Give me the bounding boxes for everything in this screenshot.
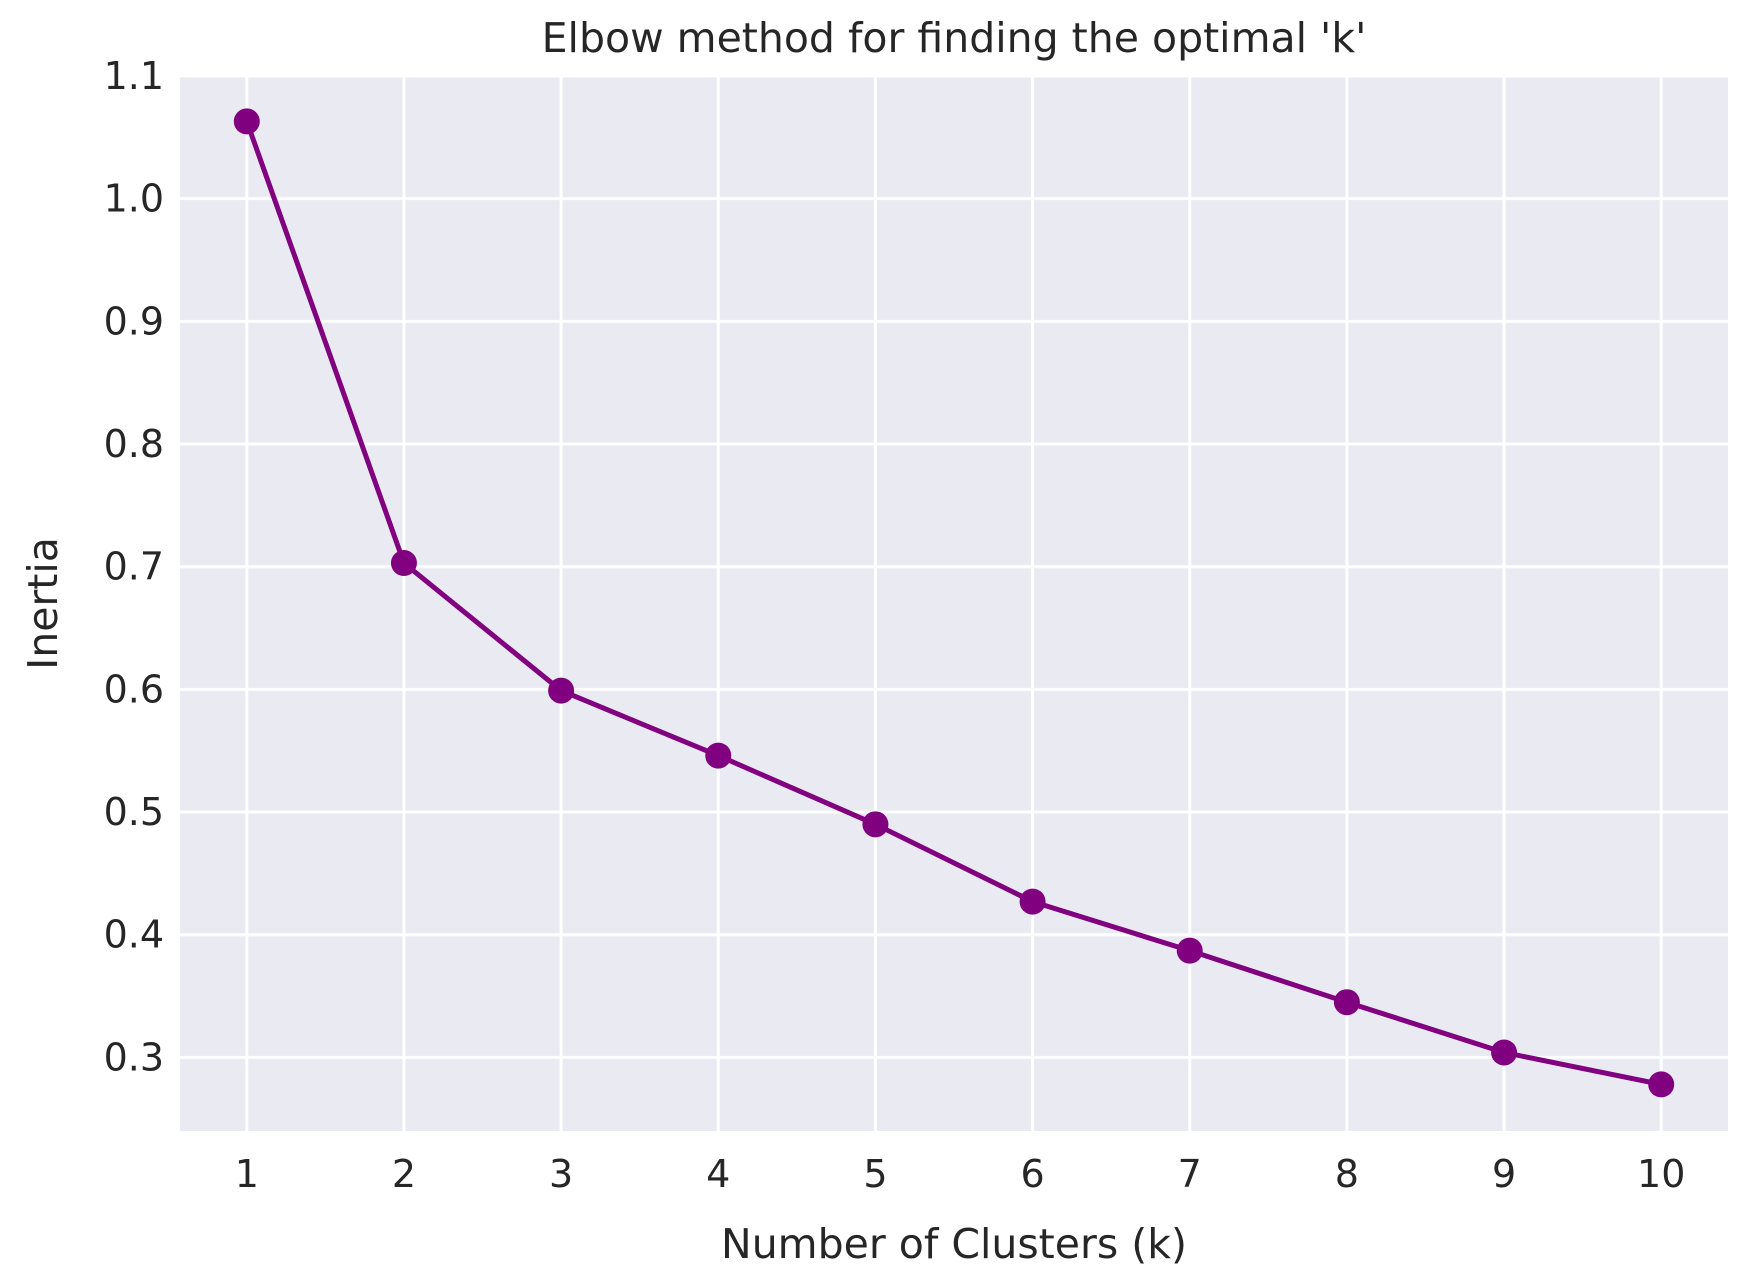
- y-tick-label: 0.8: [104, 422, 164, 466]
- data-point: [548, 677, 575, 704]
- x-tick-label: 8: [1335, 1152, 1359, 1196]
- y-tick-label: 0.5: [104, 790, 164, 834]
- x-tick-labels: 1 2 3 4 5 6 7 8 9 10: [235, 1152, 1686, 1196]
- data-point: [1176, 937, 1203, 964]
- series-group: [233, 108, 1675, 1098]
- x-tick-label: 3: [549, 1152, 573, 1196]
- x-tick-label: 2: [392, 1152, 416, 1196]
- data-point: [233, 108, 260, 135]
- data-point: [705, 742, 732, 769]
- data-point: [1019, 888, 1046, 915]
- y-tick-label: 1.0: [104, 177, 164, 221]
- chart-title: Elbow method for finding the optimal 'k': [542, 14, 1367, 62]
- grid-lines: [180, 74, 1728, 1131]
- data-point: [862, 811, 889, 838]
- x-tick-label: 6: [1020, 1152, 1044, 1196]
- y-tick-label: 0.4: [104, 913, 164, 957]
- y-axis-label: Inertia: [19, 537, 67, 670]
- y-tick-label: 0.6: [104, 667, 164, 711]
- x-tick-label: 1: [235, 1152, 259, 1196]
- x-axis-label: Number of Clusters (k): [721, 1220, 1187, 1268]
- data-point: [390, 550, 417, 577]
- x-tick-label: 9: [1492, 1152, 1516, 1196]
- y-tick-label: 0.9: [104, 299, 164, 343]
- x-tick-label: 7: [1178, 1152, 1202, 1196]
- series-line: [244, 118, 1664, 1087]
- plot-area: [180, 76, 1728, 1131]
- x-tick-label: 4: [706, 1152, 730, 1196]
- y-tick-label: 1.1: [104, 54, 164, 98]
- x-tick-label: 5: [863, 1152, 887, 1196]
- x-tick-label: 10: [1637, 1152, 1685, 1196]
- y-tick-label: 0.7: [104, 545, 164, 589]
- data-point: [1333, 989, 1360, 1016]
- data-point: [1491, 1039, 1518, 1066]
- y-tick-label: 0.3: [104, 1035, 164, 1079]
- y-tick-labels: 0.3 0.4 0.5 0.6 0.7 0.8 0.9 1.0 1.1: [104, 54, 164, 1079]
- data-point: [1648, 1071, 1675, 1098]
